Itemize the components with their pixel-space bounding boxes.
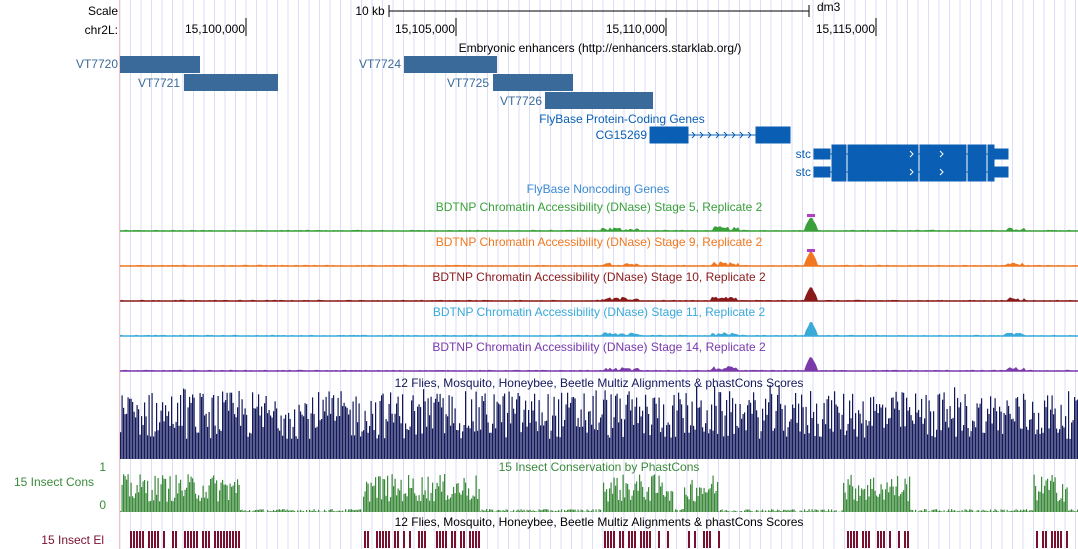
enhancer-box-vt7726: [545, 92, 653, 109]
enhancer-label-vt7726[interactable]: VT7726: [499, 94, 542, 108]
track-graphics: [120, 0, 1078, 549]
scale-value: 10 kb: [355, 4, 385, 18]
phastcons-side-label[interactable]: 15 Insect Cons: [13, 475, 94, 489]
scale-label: Scale: [87, 4, 118, 18]
multiz-conservation-track: [120, 385, 1078, 459]
phastcons-track-title[interactable]: 15 Insect Conservation by PhastCons: [498, 460, 700, 474]
enhancer-box-vt7725: [493, 74, 573, 91]
track-label-column: Scale chr2L: VT7720 15 Insect Cons 1 0 1…: [0, 0, 120, 549]
enhancer-box-vt7720: [120, 56, 200, 73]
scale-bar: [388, 5, 810, 17]
dnase-stage9-title[interactable]: BDTNP Chromatin Accessibility (DNase) St…: [435, 235, 763, 249]
dnase-track-1: [120, 249, 1078, 267]
phastcons-track: [120, 474, 1078, 512]
enhancer-label-vt7720[interactable]: VT7720: [75, 57, 118, 71]
enhancer-label-vt7725[interactable]: VT7725: [446, 76, 489, 90]
gene-label-stc-1[interactable]: stc: [795, 147, 811, 161]
enhancer-box-vt7724: [404, 56, 497, 73]
elements-track-title[interactable]: 12 Flies, Mosquito, Honeybee, Beetle Mul…: [394, 515, 804, 529]
dnase-track-2: [120, 287, 1078, 302]
enhancer-label-vt7721[interactable]: VT7721: [137, 76, 180, 90]
dnase-track-4: [120, 357, 1078, 372]
gene-label-cg15269[interactable]: CG15269: [595, 128, 647, 142]
gene-stc-1: [813, 144, 1009, 164]
dnase-track-0: [120, 214, 1078, 232]
ruler-tick-4: 15,115,000: [815, 22, 875, 36]
phastcons-ymin: 0: [99, 498, 106, 512]
noncoding-genes-track-title[interactable]: FlyBase Noncoding Genes: [526, 182, 670, 196]
multiz-track-title[interactable]: 12 Flies, Mosquito, Honeybee, Beetle Mul…: [394, 376, 804, 390]
coding-genes-track-title[interactable]: FlyBase Protein-Coding Genes: [539, 112, 705, 126]
enhancer-features: [120, 56, 653, 109]
gene-label-stc-2[interactable]: stc: [795, 165, 811, 179]
dnase-track-3: [120, 322, 1078, 337]
enhancer-label-vt7724[interactable]: VT7724: [358, 57, 401, 71]
chrom-label: chr2L:: [84, 23, 118, 37]
ruler-ticks: [245, 18, 877, 36]
ruler-tick-2: 15,105,000: [394, 22, 455, 36]
ruler-tick-3: 15,110,000: [605, 22, 665, 36]
assembly-label: dm3: [817, 0, 841, 14]
conserved-elements-track: [130, 531, 1068, 548]
dnase-stage11-title[interactable]: BDTNP Chromatin Accessibility (DNase) St…: [432, 305, 766, 319]
gene-stc-2: [813, 162, 1009, 182]
dnase-stage10-title[interactable]: BDTNP Chromatin Accessibility (DNase) St…: [432, 270, 766, 284]
enhancers-track-title[interactable]: Embryonic enhancers (http://enhancers.st…: [458, 41, 742, 55]
gene-cg15269: [649, 126, 791, 144]
track-area[interactable]: 10 kb dm3 15,100,000 15,105,000 15,110,0…: [120, 0, 1078, 549]
ruler-tick-1: 15,100,000: [184, 22, 245, 36]
phastcons-ymax: 1: [99, 460, 106, 474]
elements-side-label[interactable]: 15 Insect El: [41, 533, 104, 547]
dnase-stage5-title[interactable]: BDTNP Chromatin Accessibility (DNase) St…: [435, 200, 763, 214]
dnase-stage14-title[interactable]: BDTNP Chromatin Accessibility (DNase) St…: [432, 340, 766, 354]
enhancer-box-vt7721: [184, 74, 278, 91]
